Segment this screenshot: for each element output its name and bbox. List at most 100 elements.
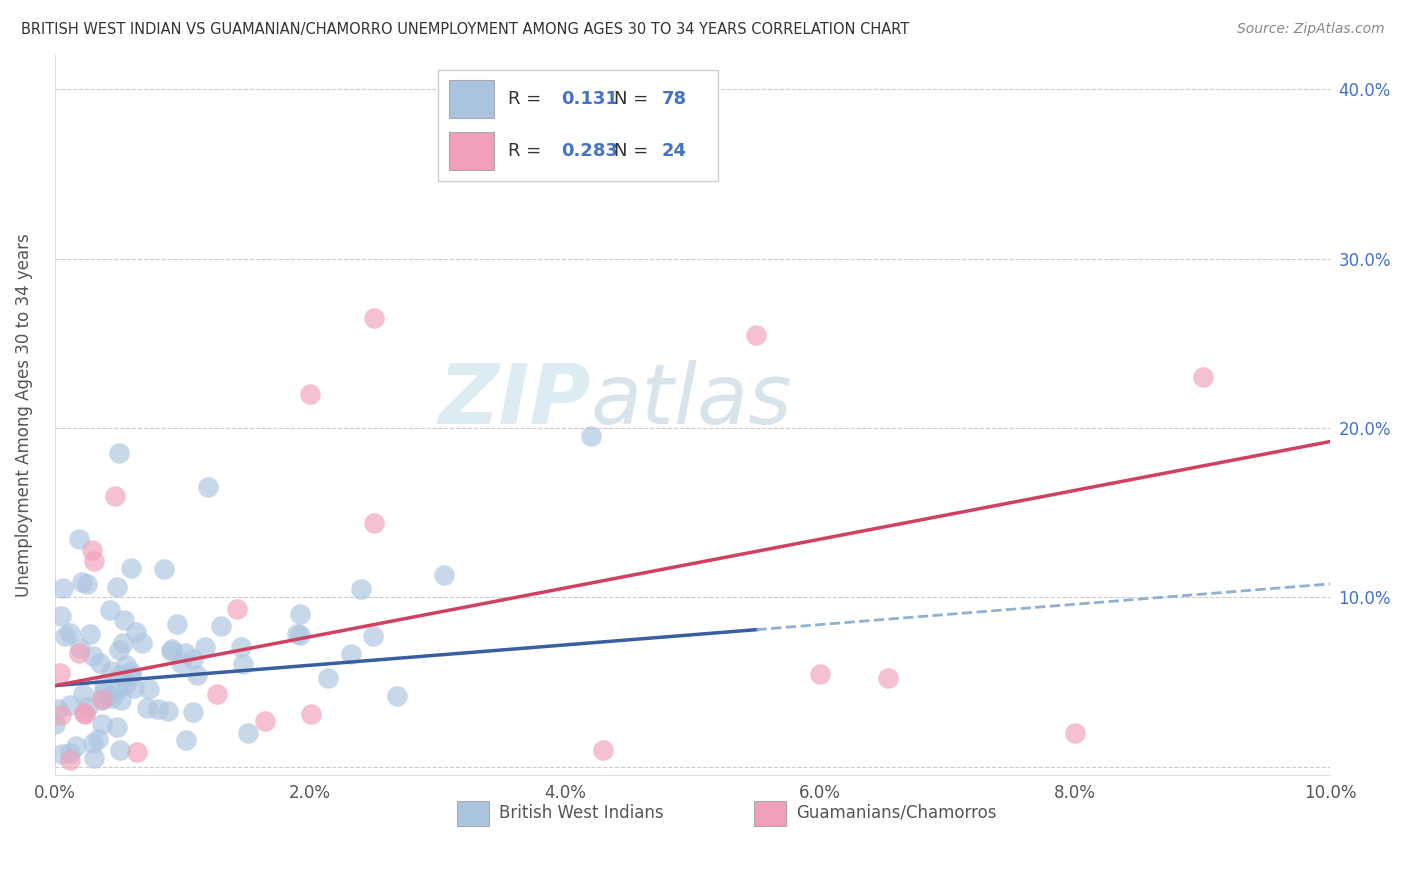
Point (181, 652, 204, 666)
Point (82, 648, 104, 663)
Point (288, 628, 311, 642)
Point (232, 657, 254, 671)
Point (51, 707, 73, 722)
Point (316, 671, 339, 685)
Point (120, 669, 142, 683)
Point (76, 576, 98, 591)
Point (299, 387, 322, 401)
Point (131, 635, 153, 649)
Point (877, 671, 900, 685)
Point (83, 554, 105, 568)
Point (120, 665, 142, 680)
Point (173, 646, 195, 660)
Point (49, 666, 72, 681)
Point (120, 561, 142, 575)
Point (170, 656, 193, 670)
Point (363, 310, 385, 325)
Point (176, 733, 198, 747)
Point (229, 640, 252, 654)
Point (579, 429, 602, 443)
Point (59, 698, 82, 712)
Point (135, 701, 157, 715)
Text: British West Indians: British West Indians (499, 804, 664, 822)
Point (67, 532, 90, 546)
Point (110, 693, 132, 707)
Point (162, 642, 184, 657)
Point (65, 739, 87, 754)
Point (59, 626, 82, 640)
Point (100, 664, 122, 678)
Text: Guamanians/Chamorros: Guamanians/Chamorros (796, 804, 997, 822)
Point (59, 753, 82, 767)
Point (433, 567, 456, 582)
Point (125, 624, 148, 639)
Point (108, 446, 131, 460)
Text: BRITISH WEST INDIAN VS GUAMANIAN/CHAMORRO UNEMPLOYMENT AMONG AGES 30 TO 34 YEARS: BRITISH WEST INDIAN VS GUAMANIAN/CHAMORR… (21, 22, 910, 37)
Point (69, 641, 91, 656)
Point (112, 635, 135, 649)
Point (592, 743, 614, 757)
Point (197, 480, 219, 494)
Point (91, 692, 114, 706)
Point (226, 602, 249, 616)
Point (104, 489, 127, 503)
Point (87, 732, 110, 747)
Point (110, 743, 132, 757)
Point (107, 682, 129, 697)
Point (209, 619, 232, 633)
Point (299, 706, 322, 721)
Point (112, 613, 135, 627)
Point (1064, 726, 1087, 740)
Point (385, 689, 408, 703)
Point (122, 681, 145, 696)
Point (361, 630, 384, 644)
Point (72, 688, 94, 702)
Point (115, 677, 138, 691)
Point (290, 607, 312, 622)
Point (160, 644, 183, 658)
Point (350, 582, 373, 596)
Point (75, 707, 97, 722)
Point (51, 747, 73, 762)
Point (363, 516, 385, 530)
Point (125, 745, 148, 759)
Point (44, 717, 66, 731)
Point (146, 702, 169, 716)
Point (58, 746, 80, 760)
Point (49, 609, 72, 624)
Point (105, 581, 128, 595)
Point (53, 629, 76, 643)
Text: atlas: atlas (591, 360, 793, 442)
Text: Source: ZipAtlas.com: Source: ZipAtlas.com (1237, 22, 1385, 37)
Text: ZIP: ZIP (439, 360, 591, 442)
Bar (754, 801, 786, 826)
Point (107, 643, 129, 657)
Point (101, 690, 124, 705)
Point (340, 647, 363, 661)
Point (1191, 370, 1213, 384)
Point (93, 677, 115, 691)
Point (253, 714, 276, 729)
Point (166, 617, 188, 632)
Point (186, 667, 208, 681)
Point (70, 575, 93, 590)
Point (98, 689, 121, 703)
Point (183, 706, 205, 720)
Point (82, 736, 104, 750)
Point (205, 688, 228, 702)
Point (77, 699, 100, 714)
Point (236, 725, 259, 739)
Point (98, 602, 121, 616)
Point (138, 681, 160, 696)
Point (745, 327, 768, 342)
Point (46, 701, 69, 715)
Point (808, 666, 831, 681)
Point (79, 627, 101, 641)
Point (52, 581, 75, 595)
Point (91, 686, 114, 700)
Point (73, 706, 96, 720)
Point (90, 692, 112, 706)
Point (89, 657, 111, 671)
Point (80, 543, 103, 558)
Point (193, 640, 215, 654)
